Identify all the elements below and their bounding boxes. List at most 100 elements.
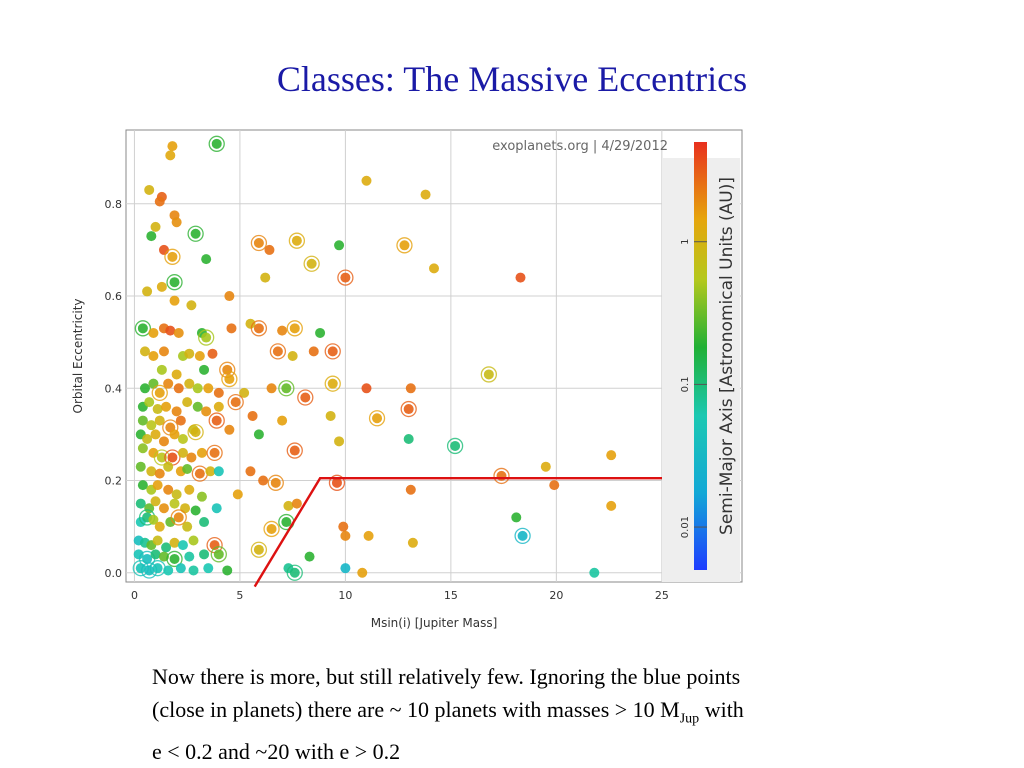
data-point (327, 346, 338, 357)
caption-line-2: (close in planets) there are ~ 10 planet… (152, 693, 952, 735)
data-point (165, 150, 176, 161)
x-tick-label: 20 (549, 589, 563, 602)
data-point (224, 424, 235, 435)
data-point (245, 318, 256, 329)
data-point-ring (328, 474, 346, 491)
data-point (173, 327, 184, 338)
data-point (148, 327, 159, 338)
data-point (161, 542, 172, 553)
data-point (327, 378, 338, 389)
data-point (253, 429, 264, 440)
data-point-ring (368, 410, 386, 427)
data-point (184, 484, 195, 495)
data-point (300, 392, 311, 403)
data-point-ring (400, 400, 417, 418)
data-point (334, 240, 345, 251)
colorbar-label: Semi-Major Axis [Astronomical Units (AU)… (717, 177, 737, 535)
data-point (184, 551, 195, 562)
data-point (287, 351, 298, 361)
data-point (192, 401, 203, 412)
data-point (483, 369, 494, 380)
data-point-ring (297, 389, 314, 406)
colorbar-ticks: 0.01 0.1 1 (680, 239, 707, 538)
data-point (606, 450, 617, 461)
data-point-ring (210, 546, 227, 563)
data-point (334, 436, 345, 447)
data-point (277, 325, 288, 336)
data-point (199, 517, 210, 528)
data-point (194, 351, 205, 361)
data-point (239, 387, 250, 398)
data-point (171, 406, 182, 417)
data-point (150, 221, 161, 232)
data-point (150, 429, 161, 440)
data-point (177, 540, 188, 551)
data-point (199, 549, 210, 560)
data-point (338, 521, 349, 532)
data-point (289, 445, 300, 456)
data-point-ring (206, 444, 223, 462)
data-point (137, 323, 148, 334)
data-point-ring (286, 320, 303, 337)
y-tick-label: 0.8 (105, 198, 123, 211)
data-point-ring (170, 509, 187, 526)
data-point (148, 514, 159, 525)
data-point (306, 258, 317, 269)
data-point (540, 461, 551, 472)
data-point (340, 530, 351, 541)
data-point (186, 452, 197, 463)
data-points (132, 135, 617, 581)
data-point (213, 387, 224, 398)
data-point (142, 286, 153, 297)
data-point (152, 563, 163, 574)
data-point (247, 410, 258, 421)
data-point (165, 517, 176, 528)
data-point (146, 420, 157, 431)
data-point (144, 184, 155, 195)
data-point (211, 138, 222, 149)
data-point (175, 415, 186, 426)
data-point (163, 461, 174, 472)
caption-line-2-text: (close in planets) there are ~ 10 planet… (152, 697, 680, 722)
data-point (194, 468, 205, 479)
data-point (213, 466, 224, 477)
data-point (209, 447, 220, 458)
data-point (161, 401, 172, 412)
data-point (283, 500, 294, 511)
data-point (281, 383, 292, 394)
caption-jup-subscript: Jup (679, 711, 700, 727)
data-point (199, 364, 210, 375)
data-point (169, 277, 180, 288)
data-point-ring (337, 269, 354, 286)
data-point (291, 498, 302, 509)
data-point (266, 383, 277, 394)
data-point (163, 378, 174, 389)
data-point (372, 413, 383, 424)
data-point (549, 480, 560, 491)
data-point (186, 300, 197, 311)
caption-line-2-end: with (699, 697, 744, 722)
data-point (253, 238, 264, 248)
data-point-ring (227, 393, 244, 411)
plot-background (125, 129, 743, 583)
data-point-ring (278, 380, 295, 397)
y-tick-label: 0.0 (105, 567, 123, 580)
data-point (258, 475, 269, 486)
watermark-text: exoplanets.org | 4/29/2012 (492, 139, 668, 154)
data-point-ring (187, 423, 204, 441)
x-tick-label: 15 (444, 589, 458, 602)
data-point (142, 553, 153, 564)
data-point (137, 480, 148, 491)
data-point (169, 498, 180, 509)
data-point (224, 374, 235, 385)
colorbar (694, 142, 707, 570)
data-point (203, 563, 214, 574)
data-point (357, 567, 368, 578)
data-point (606, 500, 617, 511)
data-point (190, 228, 201, 239)
caption-line-1: Now there is more, but still relatively … (152, 664, 741, 689)
data-point (182, 464, 193, 474)
data-point (171, 369, 182, 380)
data-point (407, 537, 418, 548)
y-tick-label: 0.4 (105, 382, 123, 395)
